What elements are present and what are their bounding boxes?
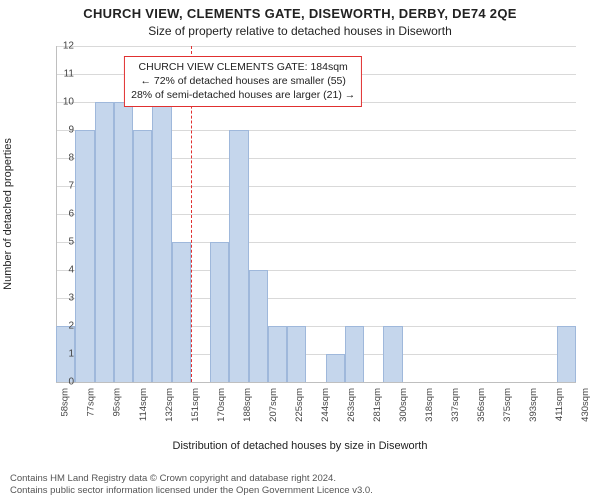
x-tick-label: 244sqm xyxy=(320,388,331,422)
histogram-bar xyxy=(557,326,576,382)
x-tick-label: 114sqm xyxy=(138,388,149,421)
x-tick-label: 281sqm xyxy=(372,388,383,422)
x-tick-label: 207sqm xyxy=(268,388,279,422)
annotation-line: ← 72% of detached houses are smaller (55… xyxy=(131,74,355,88)
x-tick-label: 393sqm xyxy=(528,388,539,422)
annotation-box: CHURCH VIEW CLEMENTS GATE: 184sqm← 72% o… xyxy=(124,56,362,107)
histogram-bar xyxy=(229,130,248,382)
annotation-line: 28% of semi-detached houses are larger (… xyxy=(131,88,355,102)
x-tick-label: 375sqm xyxy=(502,388,513,422)
histogram-bar xyxy=(345,326,364,382)
y-tick-label: 1 xyxy=(24,349,74,360)
x-tick-label: 151sqm xyxy=(190,388,201,422)
y-tick-label: 7 xyxy=(24,181,74,192)
histogram-bar xyxy=(287,326,306,382)
x-tick-label: 77sqm xyxy=(86,388,97,417)
x-tick-label: 225sqm xyxy=(294,388,305,422)
x-tick-label: 430sqm xyxy=(580,388,591,422)
histogram-bar xyxy=(95,102,114,382)
x-tick-label: 132sqm xyxy=(164,388,175,422)
x-tick-label: 95sqm xyxy=(112,388,123,417)
x-tick-label: 318sqm xyxy=(424,388,435,422)
histogram-bar xyxy=(114,102,133,382)
x-tick-label: 356sqm xyxy=(476,388,487,422)
x-tick-label: 170sqm xyxy=(216,388,227,422)
chart-page: CHURCH VIEW, CLEMENTS GATE, DISEWORTH, D… xyxy=(0,0,600,500)
histogram-bar xyxy=(268,326,287,382)
x-tick-label: 188sqm xyxy=(242,388,253,422)
gridline xyxy=(56,46,576,47)
y-tick-label: 6 xyxy=(24,209,74,220)
x-tick-label: 58sqm xyxy=(60,388,71,417)
y-tick-label: 0 xyxy=(24,377,74,388)
footer-line2: Contains public sector information licen… xyxy=(10,485,373,496)
chart-title-line2: Size of property relative to detached ho… xyxy=(0,24,600,38)
y-tick-label: 10 xyxy=(24,97,74,108)
x-tick-label: 411sqm xyxy=(554,388,565,421)
y-tick-label: 4 xyxy=(24,265,74,276)
y-tick-label: 12 xyxy=(24,41,74,52)
y-tick-label: 11 xyxy=(24,69,74,80)
histogram-bar xyxy=(383,326,402,382)
x-tick-label: 337sqm xyxy=(450,388,461,422)
annotation-line: CHURCH VIEW CLEMENTS GATE: 184sqm xyxy=(131,60,355,74)
y-tick-label: 5 xyxy=(24,237,74,248)
y-tick-label: 3 xyxy=(24,293,74,304)
histogram-bar xyxy=(152,102,171,382)
x-tick-label: 300sqm xyxy=(398,388,409,422)
gridline xyxy=(56,382,576,383)
histogram-bar xyxy=(249,270,268,382)
chart-title-line1: CHURCH VIEW, CLEMENTS GATE, DISEWORTH, D… xyxy=(0,6,600,21)
y-tick-label: 8 xyxy=(24,153,74,164)
histogram-bar xyxy=(326,354,345,382)
histogram-bar xyxy=(172,242,191,382)
histogram-bar xyxy=(210,242,229,382)
histogram-bar xyxy=(75,130,94,382)
x-tick-label: 263sqm xyxy=(346,388,357,422)
y-axis-label: Number of detached properties xyxy=(2,138,14,290)
y-tick-label: 2 xyxy=(24,321,74,332)
histogram-bar xyxy=(133,130,152,382)
x-axis-label: Distribution of detached houses by size … xyxy=(0,440,600,452)
footer-line1: Contains HM Land Registry data © Crown c… xyxy=(10,473,373,484)
y-tick-label: 9 xyxy=(24,125,74,136)
footer: Contains HM Land Registry data © Crown c… xyxy=(10,473,373,496)
